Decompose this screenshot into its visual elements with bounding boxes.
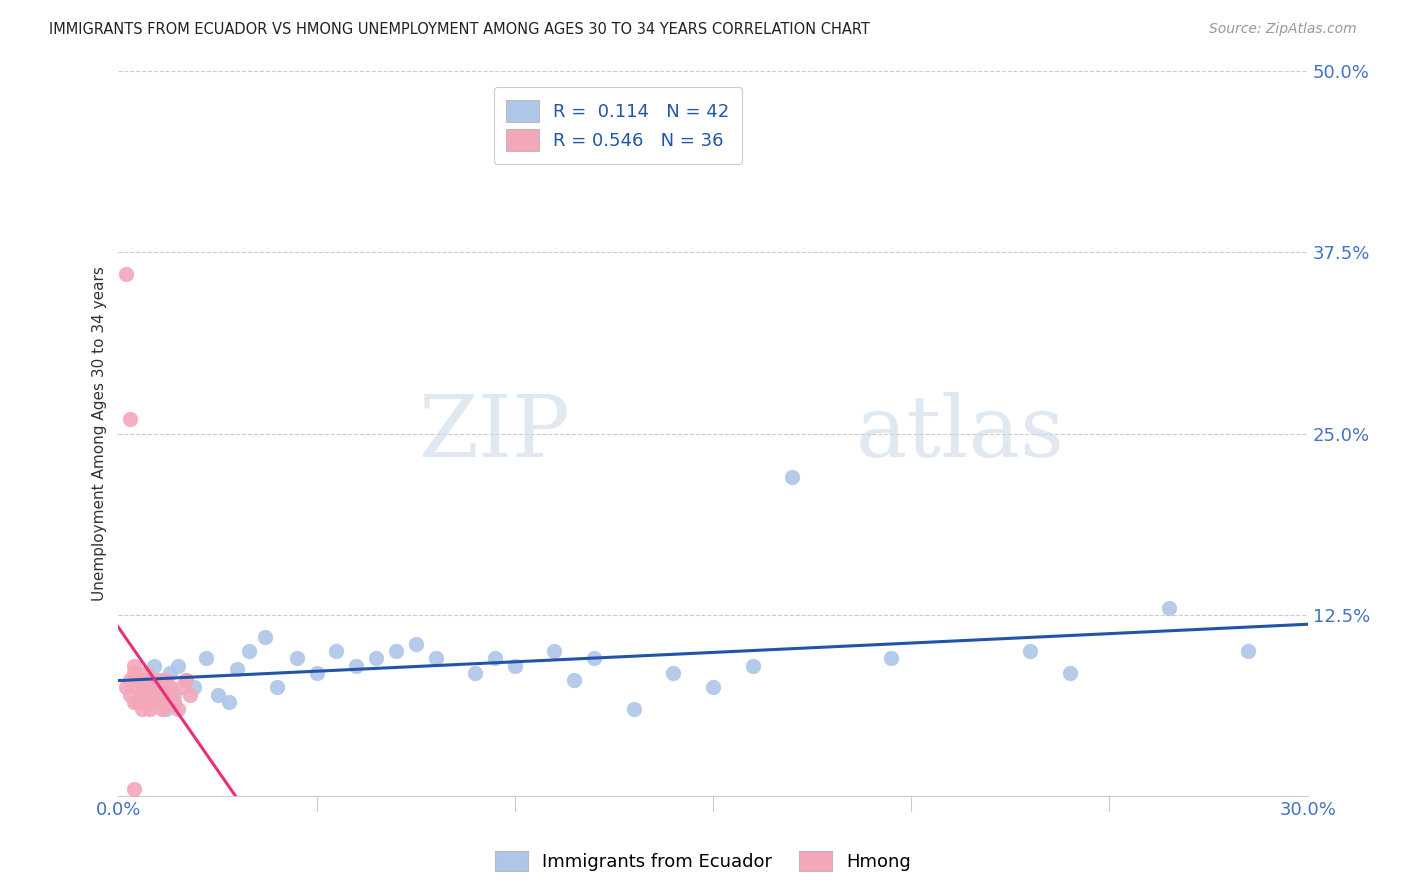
Point (155, 702, 177, 716)
Point (124, 665, 146, 680)
Point (135, 681, 157, 695)
Point (285, 651, 308, 665)
Point (146, 673, 169, 687)
Point (174, 673, 197, 687)
Point (194, 651, 217, 665)
Point (131, 702, 153, 716)
Point (124, 695, 146, 709)
Point (366, 651, 388, 665)
Point (702, 681, 724, 695)
Point (238, 644, 260, 658)
Point (1019, 644, 1042, 658)
Point (583, 651, 606, 665)
Point (266, 681, 288, 695)
Point (325, 644, 347, 658)
Text: ZIP: ZIP (419, 392, 571, 475)
Point (226, 661, 249, 675)
Point (143, 695, 166, 709)
Point (139, 695, 162, 709)
Point (146, 681, 169, 695)
Point (120, 412, 142, 426)
Point (207, 688, 229, 702)
Point (159, 688, 181, 702)
Point (115, 681, 138, 695)
Point (159, 665, 181, 680)
Point (484, 651, 506, 665)
Point (131, 688, 153, 702)
Text: IMMIGRANTS FROM ECUADOR VS HMONG UNEMPLOYMENT AMONG AGES 30 TO 34 YEARS CORRELAT: IMMIGRANTS FROM ECUADOR VS HMONG UNEMPLO… (49, 22, 870, 37)
Point (124, 781, 146, 796)
Point (562, 673, 585, 687)
Point (135, 665, 157, 680)
Point (1157, 600, 1180, 615)
Point (167, 658, 190, 673)
Text: atlas: atlas (856, 392, 1064, 475)
Point (167, 702, 190, 716)
Point (623, 702, 645, 716)
Point (115, 267, 138, 281)
Point (163, 695, 186, 709)
Point (305, 665, 328, 680)
Point (143, 658, 166, 673)
Point (150, 702, 173, 716)
Point (139, 702, 162, 716)
Point (120, 673, 142, 687)
Point (179, 688, 201, 702)
Point (782, 470, 804, 484)
Point (170, 681, 193, 695)
Point (254, 630, 277, 644)
Point (1059, 665, 1081, 680)
Point (155, 673, 177, 687)
Point (127, 673, 149, 687)
Point (344, 658, 367, 673)
Point (135, 695, 157, 709)
Point (425, 651, 447, 665)
Point (543, 644, 565, 658)
Legend: Immigrants from Ecuador, Hmong: Immigrants from Ecuador, Hmong (488, 844, 918, 879)
Point (155, 695, 177, 709)
Point (385, 644, 408, 658)
Point (1237, 644, 1260, 658)
Y-axis label: Unemployment Among Ages 30 to 34 years: Unemployment Among Ages 30 to 34 years (93, 266, 107, 601)
Point (131, 688, 153, 702)
Point (127, 695, 149, 709)
Point (741, 658, 763, 673)
Point (139, 673, 162, 687)
Point (150, 673, 173, 687)
Point (464, 665, 486, 680)
Point (159, 681, 181, 695)
Point (174, 673, 197, 687)
Point (662, 665, 685, 680)
Point (124, 658, 146, 673)
Point (127, 681, 149, 695)
Legend: R =  0.114   N = 42, R = 0.546   N = 36: R = 0.114 N = 42, R = 0.546 N = 36 (494, 87, 742, 164)
Point (405, 637, 427, 651)
Point (131, 673, 153, 687)
Point (139, 688, 162, 702)
Point (163, 688, 186, 702)
Point (120, 688, 142, 702)
Point (183, 681, 205, 695)
Point (503, 658, 526, 673)
Text: Source: ZipAtlas.com: Source: ZipAtlas.com (1209, 22, 1357, 37)
Point (150, 681, 173, 695)
Point (880, 651, 903, 665)
Point (143, 681, 166, 695)
Point (218, 695, 240, 709)
Point (146, 688, 169, 702)
